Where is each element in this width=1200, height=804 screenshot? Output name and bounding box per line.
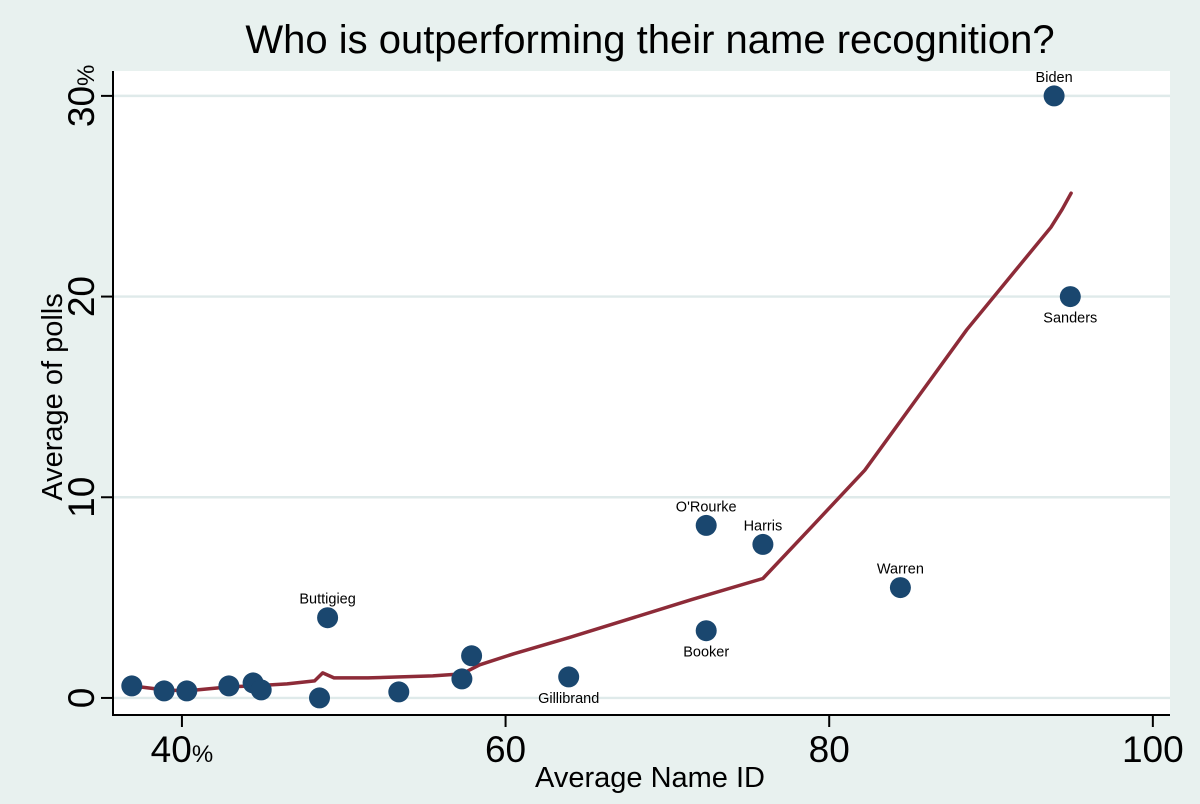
- data-point: [1059, 286, 1081, 308]
- point-label: Biden: [1036, 70, 1073, 86]
- tick-marks: 0 10 20 30% 40% 60 80 100: [61, 65, 1184, 770]
- point-labels-group: Buttigieg Gillibrand Booker O'Rourke Harris W…: [299, 70, 1097, 707]
- x-axis-label: Average Name ID: [535, 762, 765, 794]
- x-tick-label: 60: [485, 729, 526, 770]
- data-point: [176, 680, 198, 702]
- data-point: [153, 680, 175, 702]
- point-label: Sanders: [1043, 311, 1097, 327]
- data-point: [388, 681, 410, 703]
- data-point: [451, 668, 473, 690]
- data-point: [250, 679, 272, 701]
- data-point: [695, 620, 717, 642]
- y-tick-label: 30%: [61, 65, 102, 128]
- point-label: Buttigieg: [299, 592, 355, 608]
- x-tick-label: 80: [809, 729, 850, 770]
- data-point: [218, 675, 240, 697]
- data-point: [317, 607, 339, 629]
- data-point: [461, 645, 483, 667]
- point-label: Booker: [683, 645, 729, 661]
- plot-area: [113, 71, 1170, 715]
- chart-title: Who is outperforming their name recognit…: [245, 18, 1054, 62]
- y-axis-label: Average of polls: [37, 293, 69, 500]
- point-label: Gillibrand: [538, 691, 599, 707]
- data-point: [1043, 85, 1065, 107]
- data-point: [309, 687, 330, 709]
- data-point: [889, 577, 911, 599]
- x-tick-label: 100: [1122, 729, 1184, 770]
- y-tick-label: 10: [61, 477, 102, 518]
- data-point: [558, 666, 580, 688]
- point-label: Warren: [877, 562, 924, 578]
- axes: [112, 71, 1170, 716]
- y-tick-label: 20: [61, 276, 102, 317]
- data-point: [695, 514, 717, 536]
- x-tick-label: 40%: [151, 729, 214, 770]
- data-point: [121, 675, 143, 697]
- y-tick-label: 0: [61, 688, 102, 709]
- data-point: [752, 533, 774, 555]
- point-label: Harris: [744, 518, 783, 534]
- data-points-group: [121, 85, 1081, 709]
- point-label: O'Rourke: [676, 499, 737, 515]
